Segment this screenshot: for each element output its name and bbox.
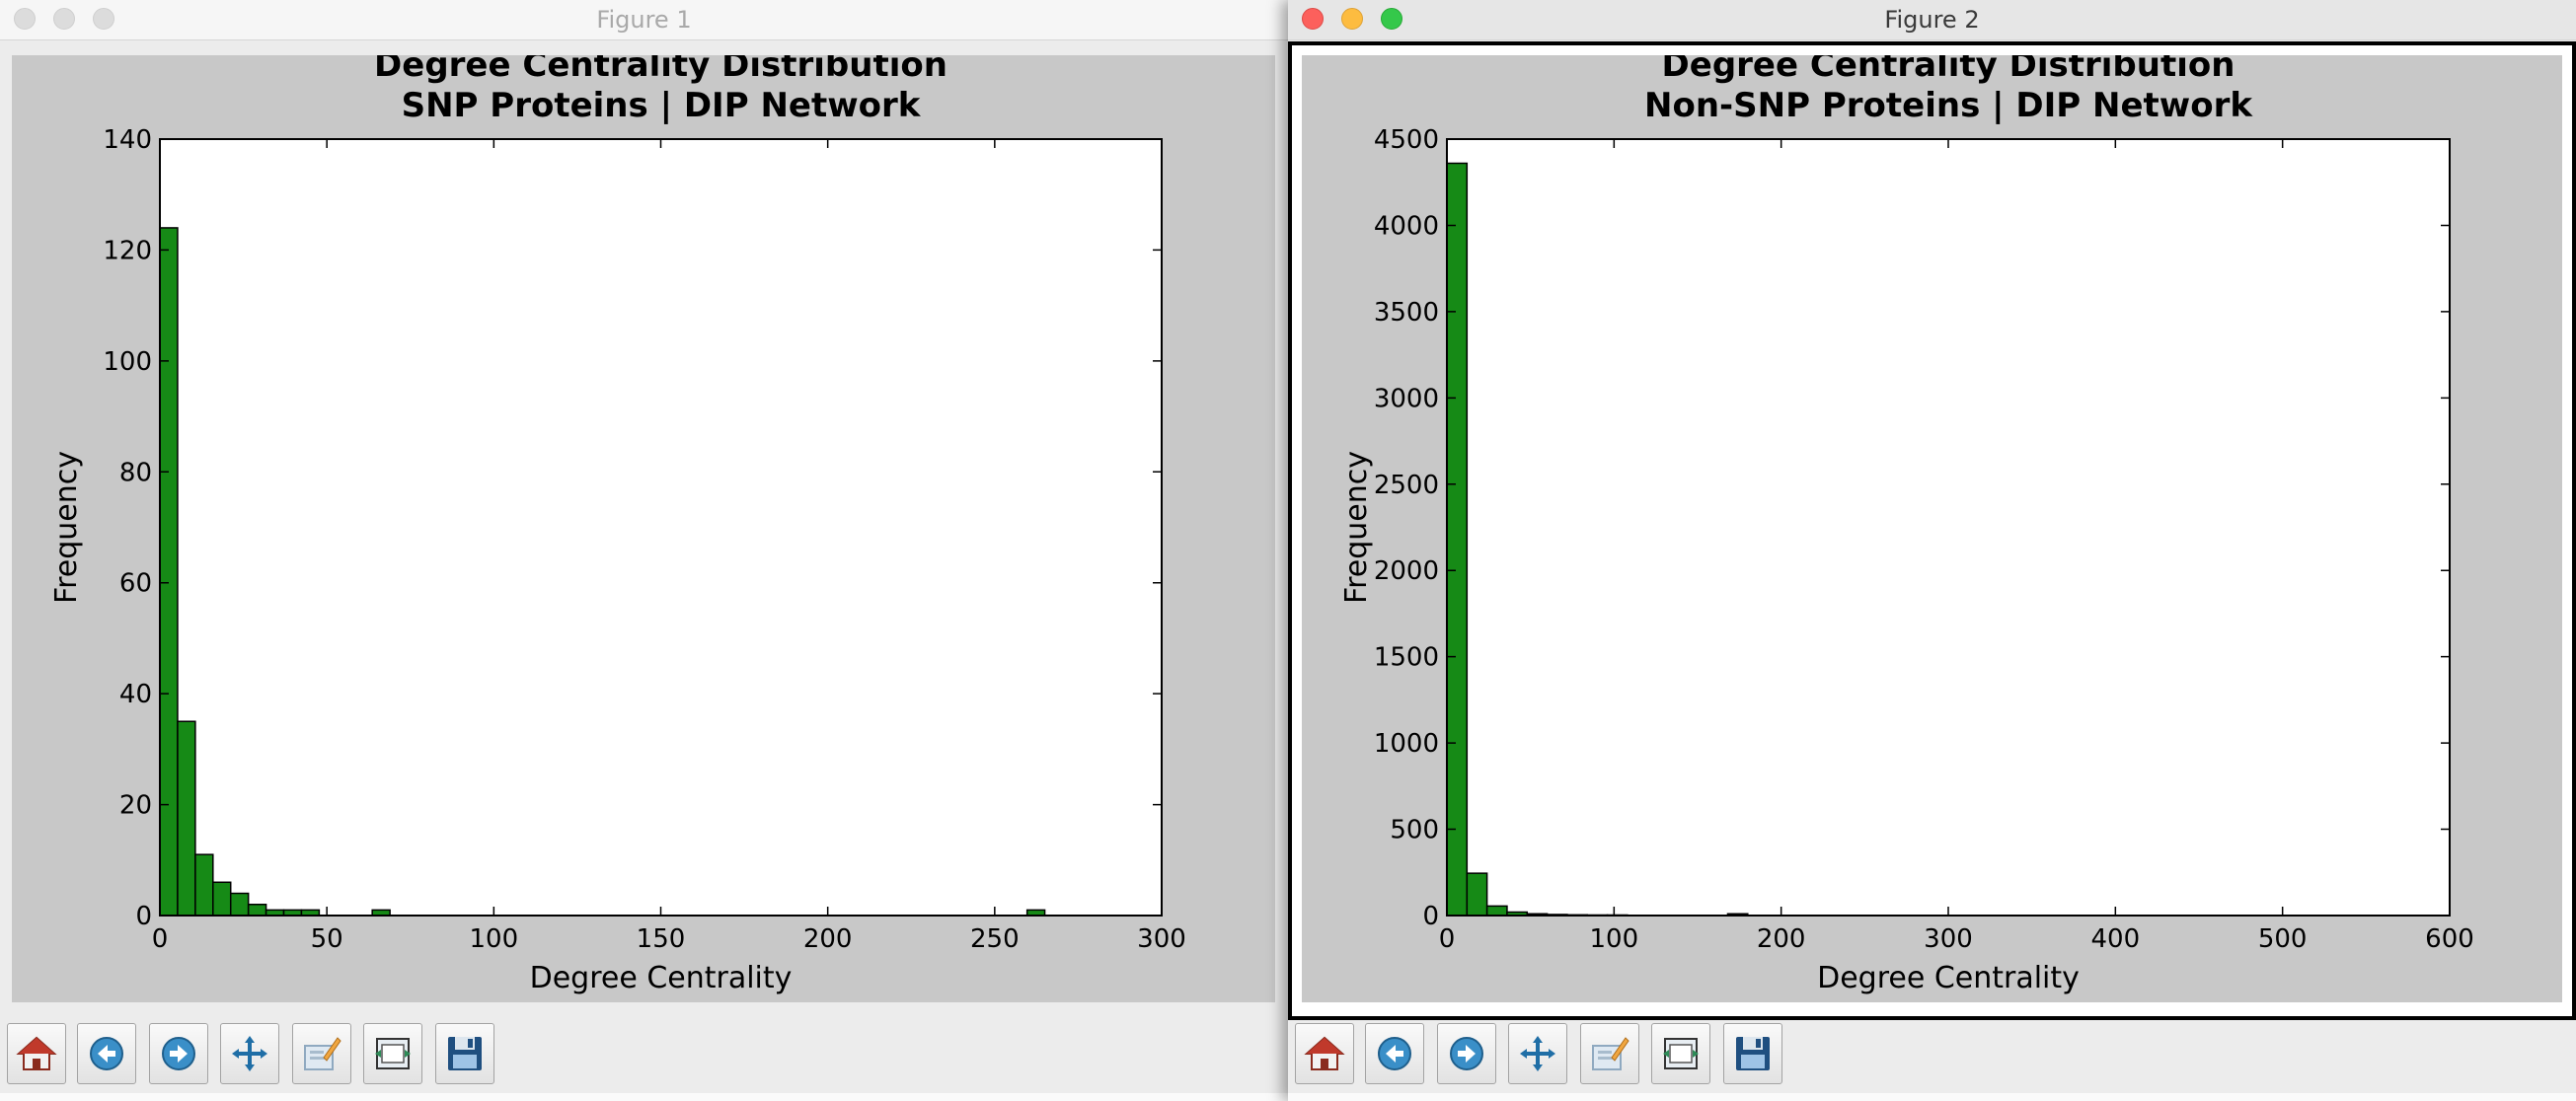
maximize-icon[interactable] — [1381, 8, 1402, 30]
back-arrow-icon — [1378, 1037, 1411, 1070]
x-tick-label: 500 — [2258, 924, 2308, 954]
save-button[interactable] — [435, 1023, 494, 1084]
x-tick-label: 300 — [1137, 924, 1186, 954]
back-button[interactable] — [77, 1023, 136, 1084]
y-tick-label: 2500 — [1374, 471, 1439, 500]
y-tick-label: 80 — [119, 458, 152, 487]
y-tick-label: 20 — [119, 791, 152, 821]
x-tick-label: 150 — [637, 924, 686, 954]
window-title: Figure 1 — [596, 6, 692, 34]
plot-area[interactable] — [160, 139, 1162, 916]
histogram-bar — [247, 904, 267, 917]
save-button[interactable] — [1723, 1023, 1782, 1084]
zoom-rectangle-icon — [304, 1037, 341, 1070]
y-tick-label: 120 — [103, 236, 152, 265]
x-tick-label: 100 — [470, 924, 519, 954]
subplot-config-icon — [1663, 1038, 1699, 1069]
close-icon[interactable] — [14, 8, 36, 30]
background-strip — [1288, 1093, 2576, 1101]
save-disk-icon — [448, 1037, 482, 1070]
close-icon[interactable] — [1302, 8, 1324, 30]
zoom-rectangle-icon — [1592, 1037, 1629, 1070]
navigation-toolbar — [0, 1022, 1288, 1101]
minimize-icon[interactable] — [53, 8, 75, 30]
x-tick-label: 200 — [803, 924, 853, 954]
y-axis-label: Frequency — [49, 451, 84, 604]
histogram-bar — [229, 892, 250, 917]
y-tick-label: 4500 — [1374, 125, 1439, 155]
home-icon — [16, 1036, 57, 1070]
histogram-bar — [212, 881, 232, 917]
pan-button[interactable] — [1508, 1023, 1567, 1084]
x-tick-label: 300 — [1924, 924, 1973, 954]
forward-arrow-icon — [1450, 1037, 1483, 1070]
figure-canvas[interactable]: 0 50 100 150 200 250 300 0 20 40 60 80 100 120 140 Degr… — [12, 55, 1275, 1002]
histogram-bar — [1466, 872, 1488, 917]
y-tick-label: 0 — [135, 902, 152, 931]
maximize-icon[interactable] — [93, 8, 114, 30]
zoom-button[interactable] — [1580, 1023, 1639, 1084]
histogram-bar — [177, 720, 196, 917]
figure-canvas[interactable]: 0 100 200 300 400 500 600 0 500 1000 1500 2000 2500 3… — [1302, 55, 2562, 1002]
forward-button[interactable] — [1437, 1023, 1496, 1084]
x-axis-label: Degree Centrality — [530, 961, 793, 995]
x-tick-label: 50 — [311, 924, 343, 954]
y-tick-label: 4000 — [1374, 211, 1439, 241]
y-tick-label: 500 — [1390, 816, 1439, 845]
subplots-button[interactable] — [1651, 1023, 1710, 1084]
y-axis-label: Frequency — [1339, 451, 1374, 604]
back-button[interactable] — [1365, 1023, 1424, 1084]
pan-button[interactable] — [220, 1023, 279, 1084]
home-button[interactable] — [7, 1023, 66, 1084]
y-tick-label: 140 — [103, 125, 152, 155]
y-tick-label: 40 — [119, 680, 152, 709]
figure-1-titlebar[interactable]: Figure 1 — [0, 0, 1288, 40]
background-strip — [0, 1093, 1288, 1101]
save-disk-icon — [1736, 1037, 1770, 1070]
x-axis-label: Degree Centrality — [1817, 961, 2080, 995]
subplot-config-icon — [375, 1038, 411, 1069]
y-tick-label: 3000 — [1374, 384, 1439, 413]
x-tick-label: 100 — [1590, 924, 1639, 954]
histogram-bar — [1485, 905, 1508, 917]
x-tick-label: 250 — [970, 924, 1020, 954]
y-tick-label: 100 — [103, 347, 152, 377]
chart-title: Degree Centrality Distribution — [374, 55, 947, 85]
chart-title: Degree Centrality Distribution — [1662, 55, 2235, 85]
home-button[interactable] — [1295, 1023, 1354, 1084]
y-tick-label: 60 — [119, 569, 152, 599]
histogram-bar — [159, 227, 179, 917]
histogram-chart: 0 100 200 300 400 500 600 0 500 1000 1500 2000 2500 3… — [1339, 55, 2474, 995]
home-icon — [1304, 1036, 1345, 1070]
pan-move-icon — [1520, 1036, 1555, 1071]
y-tick-label: 3500 — [1374, 298, 1439, 328]
chart-title: SNP Proteins | DIP Network — [402, 86, 922, 125]
figure-1-window: Figure 1 0 50 100 150 200 250 300 0 20 40 60 80 100 1… — [0, 0, 1288, 1101]
histogram-bar — [1446, 162, 1469, 917]
histogram-bar — [194, 853, 214, 917]
x-tick-label: 400 — [2091, 924, 2141, 954]
x-tick-label: 0 — [152, 924, 169, 954]
y-tick-label: 1000 — [1374, 729, 1439, 759]
subplots-button[interactable] — [363, 1023, 422, 1084]
figure-2-window: Figure 2 0 100 200 300 400 500 600 0 500 1000 1500… — [1288, 0, 2576, 1101]
y-tick-label: 2000 — [1374, 556, 1439, 586]
x-tick-label: 0 — [1439, 924, 1456, 954]
x-tick-label: 600 — [2425, 924, 2474, 954]
plot-area[interactable] — [1447, 139, 2450, 916]
back-arrow-icon — [90, 1037, 123, 1070]
window-title: Figure 2 — [1884, 6, 1980, 34]
chart-title: Non-SNP Proteins | DIP Network — [1644, 86, 2253, 125]
figure-2-titlebar[interactable]: Figure 2 — [1288, 0, 2576, 40]
navigation-toolbar — [1288, 1022, 2576, 1101]
minimize-icon[interactable] — [1341, 8, 1363, 30]
pan-move-icon — [232, 1036, 267, 1071]
y-tick-label: 1500 — [1374, 643, 1439, 673]
x-tick-label: 200 — [1757, 924, 1806, 954]
forward-arrow-icon — [162, 1037, 195, 1070]
zoom-button[interactable] — [292, 1023, 351, 1084]
histogram-chart: 0 50 100 150 200 250 300 0 20 40 60 80 100 120 140 Degr… — [49, 55, 1186, 995]
forward-button[interactable] — [149, 1023, 208, 1084]
y-tick-label: 0 — [1422, 902, 1439, 931]
